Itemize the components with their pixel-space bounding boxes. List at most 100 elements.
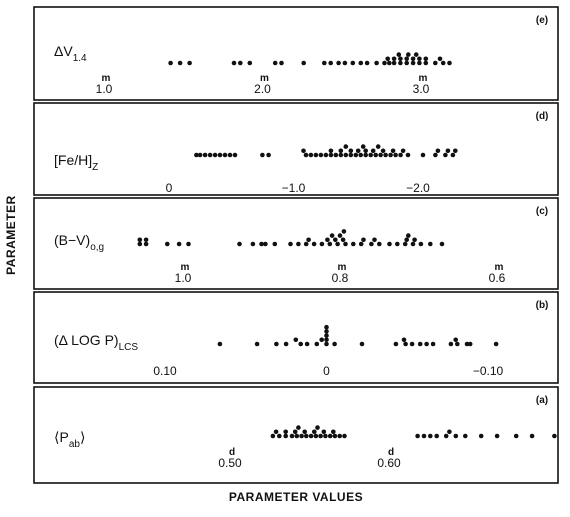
data-point bbox=[450, 152, 456, 158]
data-point bbox=[404, 237, 410, 243]
data-point bbox=[440, 60, 446, 66]
data-point bbox=[254, 341, 260, 347]
data-point bbox=[333, 237, 338, 243]
data-point bbox=[232, 152, 238, 158]
data-point bbox=[324, 329, 329, 334]
data-point bbox=[231, 60, 237, 66]
data-point bbox=[315, 425, 320, 430]
data-point bbox=[329, 233, 335, 238]
data-point bbox=[328, 152, 334, 158]
data-point bbox=[324, 333, 329, 338]
data-point bbox=[375, 144, 381, 149]
data-point bbox=[402, 241, 408, 247]
data-point bbox=[321, 429, 327, 435]
data-point bbox=[259, 241, 264, 247]
data-point bbox=[373, 152, 379, 158]
data-point bbox=[453, 433, 459, 439]
data-point bbox=[453, 148, 458, 154]
data-point bbox=[358, 60, 364, 66]
parameter-label: ΔV1.4 bbox=[54, 43, 87, 64]
data-point bbox=[405, 152, 411, 158]
data-point bbox=[327, 241, 333, 247]
data-point bbox=[410, 56, 416, 62]
data-point bbox=[387, 60, 392, 66]
data-point bbox=[313, 433, 319, 439]
data-point bbox=[435, 148, 441, 154]
data-point bbox=[283, 429, 289, 435]
data-point bbox=[227, 152, 233, 158]
data-point bbox=[529, 433, 535, 439]
data-point bbox=[350, 60, 356, 66]
data-point bbox=[393, 341, 399, 347]
tick-label: −1.0 bbox=[282, 181, 306, 195]
data-point bbox=[324, 337, 329, 343]
data-point bbox=[325, 237, 330, 243]
data-point bbox=[437, 56, 443, 62]
data-point bbox=[401, 337, 407, 343]
data-point bbox=[143, 237, 149, 243]
panel-tag: (e) bbox=[536, 15, 548, 26]
data-point bbox=[323, 433, 328, 439]
tick-unit: m bbox=[495, 262, 504, 273]
data-point bbox=[283, 433, 289, 439]
data-point bbox=[288, 241, 293, 247]
tick-unit: m bbox=[260, 73, 269, 84]
data-point bbox=[177, 60, 183, 66]
data-point bbox=[409, 341, 415, 347]
data-point bbox=[391, 56, 397, 62]
data-point bbox=[400, 148, 406, 154]
data-point bbox=[293, 337, 299, 343]
data-point bbox=[358, 152, 364, 158]
data-point bbox=[447, 60, 452, 66]
data-point bbox=[341, 229, 347, 234]
data-point bbox=[186, 241, 191, 247]
data-point bbox=[247, 60, 253, 66]
data-point bbox=[165, 241, 170, 247]
data-point bbox=[368, 152, 374, 158]
data-point bbox=[406, 233, 411, 238]
data-point bbox=[270, 433, 276, 439]
data-point bbox=[283, 341, 289, 347]
data-point bbox=[355, 148, 361, 154]
data-point bbox=[410, 241, 416, 247]
data-point bbox=[342, 433, 347, 439]
data-point bbox=[447, 429, 452, 435]
panel-tag: (a) bbox=[536, 395, 548, 406]
data-point bbox=[453, 337, 459, 343]
data-point bbox=[404, 56, 410, 62]
data-point bbox=[377, 241, 382, 247]
data-point bbox=[327, 433, 333, 439]
parameter-label: (Δ LOG P)LCS bbox=[54, 332, 138, 353]
tick-unit: m bbox=[419, 73, 428, 84]
data-point bbox=[463, 433, 468, 439]
data-point bbox=[374, 60, 379, 66]
data-point bbox=[343, 144, 349, 149]
data-point bbox=[378, 152, 383, 158]
data-point bbox=[303, 152, 309, 158]
panel-frame bbox=[33, 102, 559, 196]
tick-label: 0 bbox=[166, 181, 173, 195]
data-point bbox=[445, 148, 451, 154]
data-point bbox=[212, 152, 218, 158]
data-point bbox=[428, 433, 433, 439]
data-point bbox=[273, 429, 279, 435]
data-point bbox=[299, 433, 304, 439]
tick-unit: m bbox=[102, 73, 111, 84]
data-point bbox=[370, 148, 376, 154]
data-point bbox=[301, 60, 307, 66]
data-point bbox=[332, 341, 337, 347]
tick-label: 0.50 bbox=[218, 456, 242, 470]
panel-frame bbox=[33, 291, 559, 384]
data-point bbox=[467, 341, 473, 347]
data-point bbox=[396, 52, 402, 57]
data-point bbox=[433, 60, 438, 66]
data-point bbox=[263, 241, 268, 247]
data-point bbox=[464, 341, 470, 347]
data-point bbox=[306, 237, 311, 243]
data-point bbox=[332, 433, 338, 439]
data-point bbox=[292, 429, 298, 435]
data-point bbox=[404, 60, 410, 66]
data-point bbox=[250, 241, 256, 247]
data-point bbox=[274, 341, 279, 347]
